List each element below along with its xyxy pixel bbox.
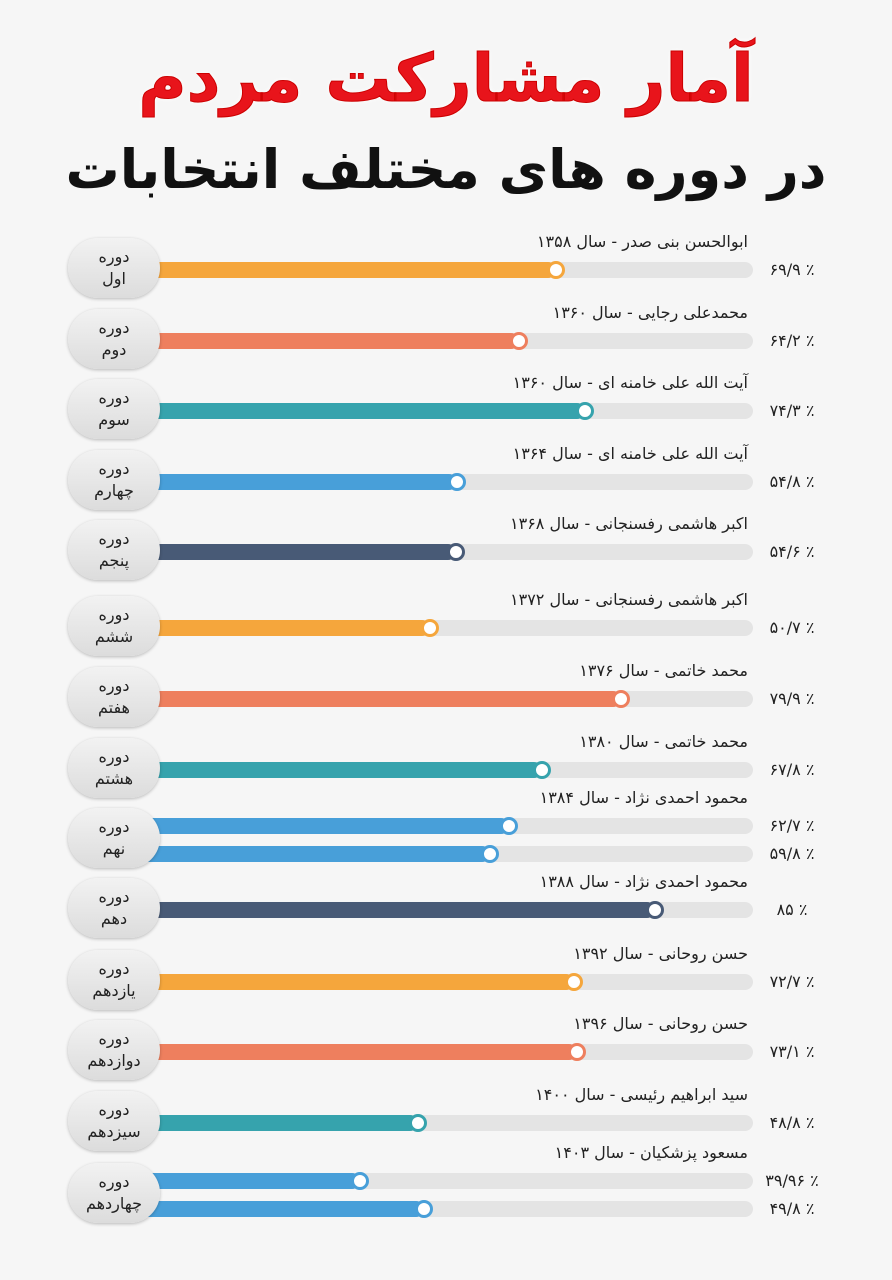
bar	[98, 1173, 360, 1189]
bar-end	[567, 1043, 586, 1061]
value-label: ۶۹/۹ ٪	[769, 260, 815, 279]
period-label: دوره چهارم	[94, 459, 134, 500]
period-label: دوره دوم	[98, 318, 130, 359]
bar-end	[575, 402, 594, 420]
candidate-label: محمد خاتمی - سال ۱۳۸۰	[579, 732, 748, 751]
bar-end	[350, 1172, 369, 1190]
value-label: ۷۲/۷ ٪	[769, 972, 815, 991]
candidate-label: محمود احمدی نژاد - سال ۱۳۸۴	[539, 788, 748, 807]
bar	[98, 1201, 425, 1217]
value-label: ۵۴/۶ ٪	[769, 542, 815, 561]
period-pill: دوره یازدهم	[68, 950, 160, 1010]
value-label: ۵۰/۷ ٪	[769, 618, 815, 637]
candidate-label: آیت الله علی خامنه ای - سال ۱۳۶۰	[512, 373, 748, 392]
value-label: ۴۸/۸ ٪	[769, 1113, 815, 1132]
period-pill: دوره ششم	[68, 596, 160, 656]
bar-end	[499, 817, 518, 835]
bar	[98, 1044, 577, 1060]
period-pill: دوره هشتم	[68, 738, 160, 798]
value-label: ۸۵ ٪	[776, 900, 808, 919]
candidate-label: آیت الله علی خامنه ای - سال ۱۳۶۴	[512, 444, 748, 463]
candidate-label: محمد خاتمی - سال ۱۳۷۶	[579, 661, 748, 680]
bar-end	[565, 973, 584, 991]
candidate-label: محمدعلی رجایی - سال ۱۳۶۰	[552, 303, 748, 322]
bar	[98, 333, 519, 349]
period-pill: دوره دهم	[68, 878, 160, 938]
bar-end	[645, 901, 664, 919]
period-label: دوره اول	[98, 247, 130, 288]
candidate-label: اکبر هاشمی رفسنجانی - سال ۱۳۶۸	[510, 514, 748, 533]
period-label: دوره چهاردهم	[85, 1172, 143, 1213]
value-label: ۴۹/۸ ٪	[769, 1199, 815, 1218]
bar	[98, 902, 655, 918]
candidate-label: مسعود پزشکیان - سال ۱۴۰۳	[554, 1143, 748, 1162]
period-pill: دوره سیزدهم	[68, 1091, 160, 1151]
value-label: ۶۴/۲ ٪	[769, 331, 815, 350]
bar	[98, 818, 509, 834]
period-pill: دوره پنجم	[68, 520, 160, 580]
bar-end	[533, 761, 552, 779]
bar	[98, 474, 457, 490]
value-label: ۳۹/۹۶ ٪	[765, 1171, 819, 1190]
bar	[98, 974, 575, 990]
period-label: دوره یازدهم	[92, 959, 136, 1000]
period-label: دوره ششم	[94, 605, 134, 646]
bar	[98, 544, 456, 560]
bar-end	[447, 473, 466, 491]
candidate-label: حسن روحانی - سال ۱۳۹۲	[573, 944, 748, 963]
period-label: دوره پنجم	[98, 529, 130, 570]
period-pill: دوره هفتم	[68, 667, 160, 727]
bar	[98, 691, 622, 707]
candidate-label: محمود احمدی نژاد - سال ۱۳۸۸	[539, 872, 748, 891]
period-label: دوره سیزدهم	[87, 1100, 141, 1141]
candidate-label: ابوالحسن بنی صدر - سال ۱۳۵۸	[536, 232, 748, 251]
bar-end	[480, 845, 499, 863]
bar-end	[408, 1114, 427, 1132]
bar	[98, 846, 490, 862]
candidate-label: حسن روحانی - سال ۱۳۹۶	[573, 1014, 748, 1033]
bar-end	[612, 690, 631, 708]
period-label: دوره هفتم	[97, 676, 130, 717]
period-pill: دوره سوم	[68, 379, 160, 439]
candidate-label: سید ابراهیم رئیسی - سال ۱۴۰۰	[535, 1085, 748, 1104]
bar	[98, 620, 431, 636]
period-label: دوره دهم	[98, 887, 130, 928]
period-pill: دوره چهارم	[68, 450, 160, 510]
value-label: ۷۳/۱ ٪	[769, 1042, 815, 1061]
value-label: ۷۴/۳ ٪	[769, 401, 815, 420]
bar	[98, 403, 585, 419]
value-label: ۵۹/۸ ٪	[769, 844, 815, 863]
value-label: ۶۷/۸ ٪	[769, 760, 815, 779]
period-label: دوره دوازدهم	[87, 1029, 141, 1070]
bar	[98, 262, 556, 278]
period-label: دوره هشتم	[94, 747, 134, 788]
period-pill: دوره نهم	[68, 808, 160, 868]
bar-end	[415, 1200, 434, 1218]
bar	[98, 1115, 418, 1131]
bar	[98, 762, 543, 778]
period-pill: دوره دوم	[68, 309, 160, 369]
period-pill: دوره دوازدهم	[68, 1020, 160, 1080]
value-label: ۵۴/۸ ٪	[769, 472, 815, 491]
period-label: دوره سوم	[98, 388, 130, 429]
period-pill: دوره اول	[68, 238, 160, 298]
period-label: دوره نهم	[98, 817, 130, 858]
bar-end	[421, 619, 440, 637]
value-label: ۷۹/۹ ٪	[769, 689, 815, 708]
bar-end	[546, 261, 565, 279]
title: آمار مشارکت مردم	[138, 40, 754, 118]
value-label: ۶۲/۷ ٪	[769, 816, 815, 835]
subtitle: در دوره های مختلف انتخابات	[65, 138, 827, 201]
period-pill: دوره چهاردهم	[68, 1163, 160, 1223]
bar-end	[446, 543, 465, 561]
bar-end	[509, 332, 528, 350]
candidate-label: اکبر هاشمی رفسنجانی - سال ۱۳۷۲	[510, 590, 748, 609]
